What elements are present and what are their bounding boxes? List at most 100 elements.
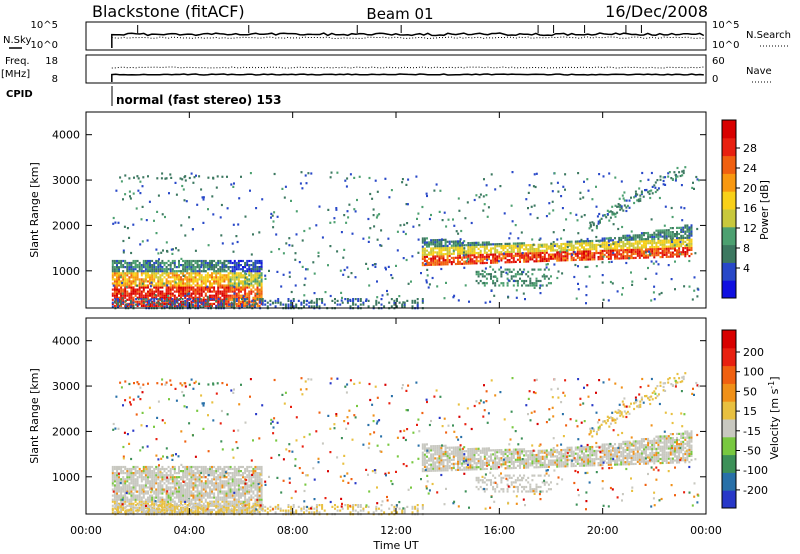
data-cell [202,492,205,495]
data-cell [204,482,207,485]
data-cell [541,245,544,248]
data-cell [496,259,499,262]
data-cell [591,239,594,243]
data-cell [680,226,683,229]
data-cell [213,266,216,269]
data-cell [211,467,213,471]
data-cell [124,276,127,279]
data-cell [284,303,287,306]
data-cell [194,270,197,273]
data-cell [219,278,222,281]
data-cell [180,476,182,479]
data-cell [459,256,461,259]
data-cell [252,268,255,271]
data-cell [557,190,560,193]
data-cell [426,249,428,252]
data-cell [169,490,172,493]
data-cell [587,248,590,251]
data-cell [142,301,145,304]
data-cell [155,266,158,269]
data-cell [562,229,565,232]
data-cell [560,259,563,262]
data-cell [184,490,187,493]
data-cell [246,270,249,273]
data-cell [217,294,220,297]
data-cell [116,264,118,267]
data-cell [475,262,478,265]
data-cell [118,467,120,471]
data-cell [565,218,568,221]
data-cell [481,262,484,265]
data-cell [135,303,138,306]
data-cell [512,246,515,249]
data-cell [661,241,664,244]
data-cell [213,264,216,267]
data-cell [481,255,484,258]
data-cell [184,472,187,475]
data-cell [630,252,633,256]
data-cell [164,215,166,219]
data-cell [426,253,428,256]
data-cell [525,246,528,249]
data-cell [124,282,127,285]
data-cell [425,192,428,195]
data-cell [194,266,197,269]
data-cell [200,494,203,497]
data-cell [119,303,122,306]
data-cell [651,192,654,195]
data-cell [168,192,170,195]
data-cell [211,284,213,287]
data-cell [178,294,180,297]
data-cell [147,496,149,499]
data-cell [178,465,180,469]
data-cell [153,299,156,302]
data-cell [180,272,182,275]
data-cell [136,480,139,483]
data-cell [118,490,120,493]
data-cell [116,476,118,479]
data-cell [178,286,180,289]
data-cell [529,248,532,251]
data-cell [299,182,302,185]
data-cell [470,221,473,225]
data-cell [180,494,182,497]
data-cell [244,261,247,265]
data-cell [153,490,156,493]
data-cell [473,260,476,263]
data-cell [260,276,263,279]
data-cell [535,252,538,255]
data-cell [261,301,264,304]
data-cell [648,192,651,195]
data-cell [126,474,129,477]
data-cell [157,284,160,287]
data-cell [171,259,174,263]
data-cell [156,177,159,180]
data-cell [258,284,261,287]
data-cell [182,476,185,479]
data-cell [662,179,665,183]
data-cell [169,294,172,297]
data-cell [376,296,379,299]
data-cell [118,478,120,481]
data-cell [626,204,629,207]
data-cell [171,500,174,503]
data-cell [173,304,176,307]
data-cell [586,237,589,241]
data-cell [184,292,187,295]
data-cell [599,258,602,261]
data-cell [184,282,187,285]
data-cell [149,266,151,269]
data-cell [116,474,118,477]
data-cell [147,286,149,289]
data-cell [157,510,160,513]
data-cell [258,261,261,265]
data-cell [124,290,127,293]
data-cell [529,282,532,285]
data-cell [477,260,480,263]
data-cell [248,264,251,267]
data-cell [120,467,123,471]
data-cell [171,305,174,308]
data-cell [226,175,228,178]
data-cell [178,274,180,277]
data-cell [479,243,482,246]
